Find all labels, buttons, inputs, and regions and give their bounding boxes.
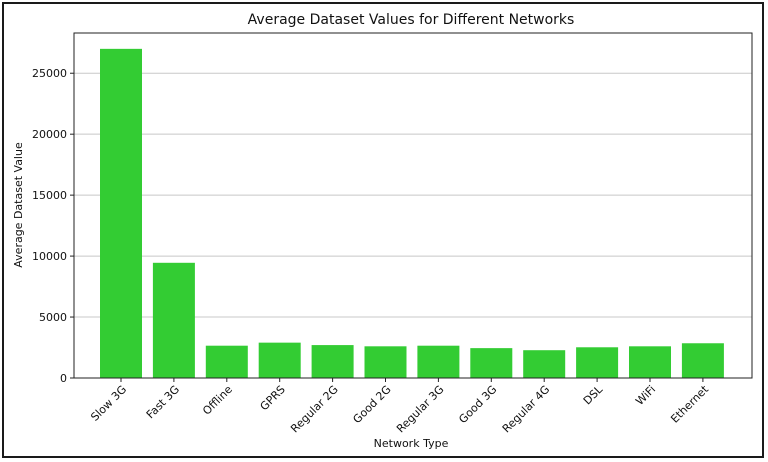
- bar: [100, 48, 142, 379]
- x-tick-label: Good 2G: [350, 383, 393, 426]
- y-tick-label: 25000: [32, 67, 67, 80]
- y-axis-ticks: 0 5000 10000 15000 20000 25000: [32, 67, 74, 385]
- x-tick-label: Ethernet: [668, 382, 711, 425]
- bar: [629, 346, 671, 378]
- x-tick-label: Offline: [200, 383, 235, 418]
- bar: [364, 346, 407, 378]
- x-tick-label: Regular 3G: [394, 383, 446, 435]
- bar: [681, 343, 724, 378]
- chart-title: Average Dataset Values for Different Net…: [248, 12, 575, 28]
- x-tick-label: DSL: [581, 382, 606, 407]
- x-tick-label: Slow 3G: [88, 383, 129, 424]
- bar: [523, 350, 566, 378]
- bar: [152, 262, 195, 378]
- bars: [100, 48, 724, 379]
- x-tick-label: Good 3G: [456, 383, 499, 426]
- y-tick-label: 20000: [32, 128, 67, 141]
- bar: [311, 345, 354, 378]
- plot-area: [73, 32, 753, 379]
- y-tick-label: 0: [60, 372, 67, 385]
- y-axis-label: Average Dataset Value: [12, 142, 25, 268]
- x-tick-label: WiFi: [633, 383, 658, 408]
- y-tick-label: 10000: [32, 250, 67, 263]
- x-tick-label: Regular 4G: [500, 383, 552, 435]
- x-axis-label: Network Type: [374, 437, 449, 450]
- y-tick-label: 5000: [39, 311, 67, 324]
- x-tick-label: Regular 2G: [288, 383, 340, 435]
- bar: [576, 347, 619, 378]
- bar: [470, 348, 513, 378]
- y-tick-label: 15000: [32, 189, 67, 202]
- bar: [417, 345, 460, 378]
- x-axis-ticks: Slow 3G Fast 3G Offline GPRS Regular 2G Good …: [88, 378, 712, 435]
- x-tick-label: GPRS: [258, 383, 288, 413]
- bar: [258, 342, 301, 378]
- bar: [205, 345, 248, 378]
- x-tick-label: Fast 3G: [144, 383, 182, 421]
